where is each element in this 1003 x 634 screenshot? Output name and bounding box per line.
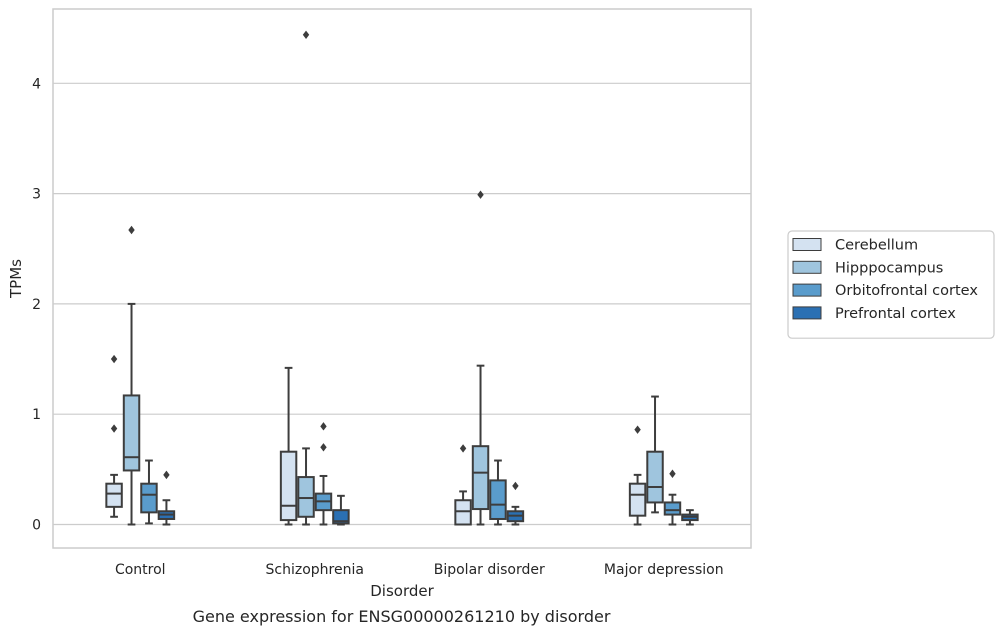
legend-label: Cerebellum <box>835 238 918 254</box>
box-iqr <box>628 482 647 517</box>
category-group <box>279 30 350 526</box>
legend-swatch <box>792 283 822 297</box>
box-plot <box>471 190 490 526</box>
outlier-point <box>512 481 519 491</box>
outlier-point <box>128 225 135 235</box>
box-iqr <box>663 501 682 516</box>
y-tick-label: 3 <box>32 187 41 203</box>
legend-box <box>787 230 995 339</box>
outlier-point <box>477 190 484 199</box>
box-plot <box>681 509 699 526</box>
outlier-point <box>320 443 327 452</box>
box-plot <box>663 469 682 526</box>
legend-item: Cerebellum <box>792 238 918 254</box>
legend-label: Hipppocampus <box>835 260 943 276</box>
box-iqr <box>454 499 472 526</box>
box-iqr <box>297 476 315 518</box>
box-iqr <box>332 509 350 525</box>
legend-item: Orbitofrontal cortex <box>792 283 978 299</box>
box-plot <box>140 459 158 525</box>
box-plot <box>297 30 315 526</box>
legend-swatch <box>792 306 822 320</box>
x-axis-title: Disorder <box>370 582 434 600</box>
y-tick-label: 1 <box>32 407 41 423</box>
y-tick-label: 2 <box>32 297 41 313</box>
box-iqr <box>279 450 298 522</box>
y-axis-ticks: 0 1 2 3 4 <box>32 76 41 533</box>
chart-caption: Gene expression for ENSG00000261210 by d… <box>193 607 611 626</box>
box-iqr <box>105 482 123 508</box>
box-plot <box>454 444 472 526</box>
x-tick-label: Bipolar disorder <box>434 562 545 578</box>
box-plot-groups <box>105 30 699 526</box>
box-iqr <box>140 482 158 514</box>
outlier-point <box>302 30 310 39</box>
box-plot <box>279 366 298 526</box>
x-tick-label: Schizophrenia <box>266 562 364 578</box>
outlier-point <box>110 424 118 433</box>
box-plot <box>628 425 647 526</box>
x-axis-ticks: Control Schizophrenia Bipolar disorder Majo… <box>115 562 724 578</box>
outlier-point <box>459 444 467 453</box>
category-group <box>105 225 176 526</box>
outlier-point <box>163 470 170 480</box>
x-tick-label: Major depression <box>604 562 724 578</box>
x-tick-label: Control <box>115 562 166 578</box>
legend-swatch <box>792 260 822 274</box>
box-iqr <box>489 479 507 520</box>
legend-swatch <box>792 238 822 251</box>
box-plot <box>646 395 664 514</box>
box-plot <box>489 459 507 526</box>
y-tick-label: 4 <box>32 76 41 92</box>
box-plot <box>157 470 176 526</box>
legend-label: Prefrontal cortex <box>835 306 956 322</box>
box-plot <box>332 494 350 526</box>
box-plot <box>314 422 333 526</box>
box-plot <box>122 225 141 526</box>
box-iqr <box>122 394 141 472</box>
box-iqr <box>646 450 664 504</box>
plot-frame <box>52 8 752 549</box>
legend-label: Orbitofrontal cortex <box>835 283 978 299</box>
y-axis-title: TPMs <box>7 259 25 299</box>
category-group <box>454 190 525 526</box>
box-iqr <box>471 445 490 511</box>
box-plot <box>105 354 123 518</box>
y-tick-label: 0 <box>32 518 41 534</box>
outlier-point <box>634 425 641 434</box>
legend: Cerebellum Hipppocampus Orbitofrontal cort… <box>787 230 995 339</box>
legend-item: Prefrontal cortex <box>792 306 956 322</box>
outlier-point <box>320 422 327 431</box>
outlier-point <box>669 469 676 478</box>
legend-item: Hipppocampus <box>792 260 943 276</box>
box-plot <box>506 481 525 526</box>
category-group <box>628 395 699 526</box>
outlier-point <box>110 354 118 364</box>
